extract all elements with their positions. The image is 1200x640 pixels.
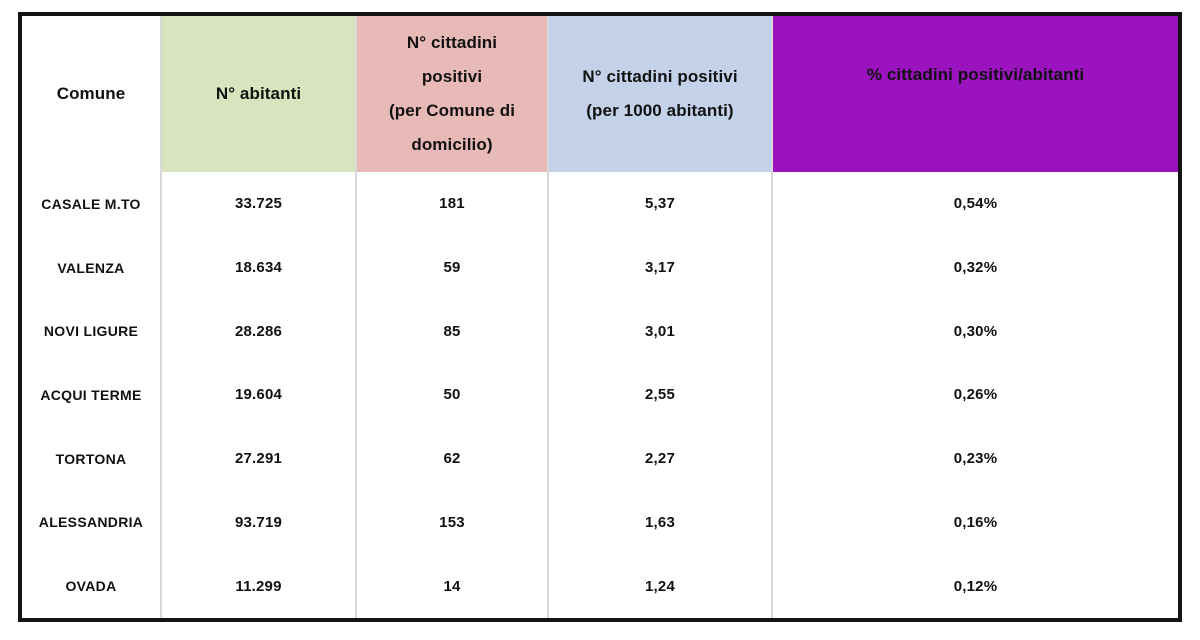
header-cell-positivi-per-1000: N° cittadini positivi (per 1000 abitanti… [549, 16, 773, 172]
cell-comune: VALENZA [22, 235, 162, 300]
cell-positivi-per-1000: 2,55 [549, 363, 773, 427]
positivity-table: Comune N° abitanti N° cittadini positivi… [18, 12, 1182, 622]
cell-positivi-domicilio: 59 [357, 235, 549, 300]
cell-comune: NOVI LIGURE [22, 299, 162, 364]
cell-abitanti: 11.299 [162, 554, 357, 618]
cell-comune: OVADA [22, 554, 162, 618]
cell-abitanti: 93.719 [162, 490, 357, 555]
cell-positivi-domicilio: 62 [357, 426, 549, 491]
cell-positivi-per-1000: 2,27 [549, 426, 773, 491]
cell-positivi-domicilio: 85 [357, 299, 549, 364]
cell-abitanti: 33.725 [162, 172, 357, 236]
cell-abitanti: 19.604 [162, 363, 357, 427]
cell-positivi-domicilio: 14 [357, 554, 549, 618]
cell-pct-positivi: 0,23% [953, 450, 998, 468]
cell-positivi-domicilio: 181 [357, 172, 549, 236]
cell-pct-positivi: 0,30% [953, 322, 998, 340]
cell-abitanti: 18.634 [162, 235, 357, 300]
cell-abitanti: 27.291 [162, 426, 357, 491]
cell-positivi-per-1000: 1,24 [549, 554, 773, 618]
header-cell-comune: Comune [22, 16, 162, 172]
cell-comune: ALESSANDRIA [22, 490, 162, 555]
cell-positivi-per-1000: 3,01 [549, 299, 773, 364]
cell-pct-positivi: 0,32% [953, 259, 998, 277]
cell-positivi-per-1000: 3,17 [549, 235, 773, 300]
cell-pct-positivi: 0,16% [953, 513, 998, 531]
header-cell-pct-positivi: % cittadini positivi/abitanti [773, 16, 1178, 172]
cell-positivi-domicilio: 153 [357, 490, 549, 555]
cell-comune: CASALE M.TO [22, 172, 162, 236]
cell-positivi-domicilio: 50 [357, 363, 549, 427]
cell-positivi-per-1000: 5,37 [549, 172, 773, 236]
cell-abitanti: 28.286 [162, 299, 357, 364]
header-cell-abitanti: N° abitanti [162, 16, 357, 172]
cell-pct-positivi: 0,26% [953, 386, 998, 404]
cell-pct-positivi: 0,54% [953, 195, 998, 213]
cell-pct-positivi: 0,12% [953, 577, 998, 595]
header-cell-positivi-domicilio: N° cittadini positivi (per Comune di dom… [357, 16, 549, 172]
cell-comune: ACQUI TERME [22, 363, 162, 427]
cell-comune: TORTONA [22, 426, 162, 491]
cell-positivi-per-1000: 1,63 [549, 490, 773, 555]
